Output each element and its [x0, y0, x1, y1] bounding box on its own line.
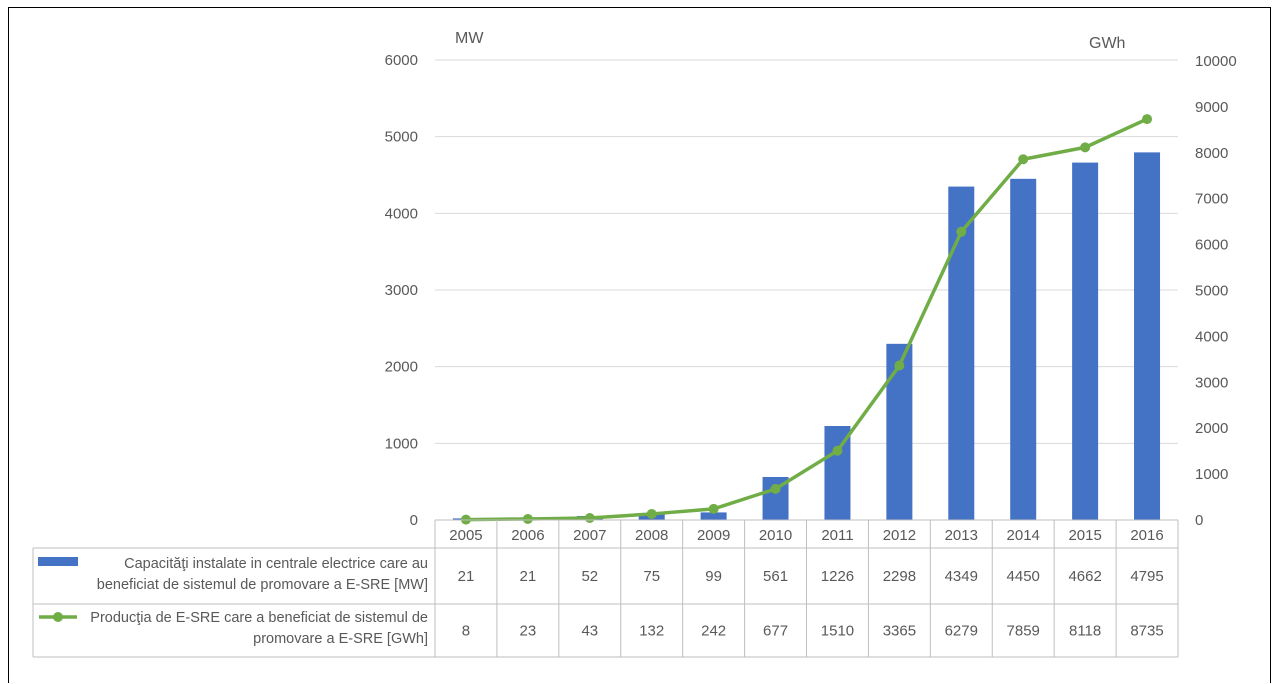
data-label: 4662: [1068, 568, 1101, 585]
bar: [700, 512, 727, 520]
data-label: 4450: [1007, 568, 1040, 585]
right-axis-tick-label: 9000: [1195, 99, 1228, 116]
right-axis-tick-label: 0: [1195, 512, 1203, 529]
data-label: 8: [462, 623, 470, 640]
left-axis-tick-label: 6000: [385, 52, 418, 69]
legend-key-marker: [53, 612, 63, 622]
legend-label: Capacităţi instalate in centrale electri…: [124, 556, 428, 572]
legend-label: beneficiat de sistemul de promovare a E-…: [97, 577, 428, 593]
series-line: [465, 117, 1148, 522]
line-point: [894, 360, 905, 371]
data-label: 8118: [1069, 623, 1101, 640]
data-label: 6279: [945, 623, 978, 640]
right-axis-tick-label: 6000: [1195, 237, 1228, 254]
x-axis-tick-label: 2014: [1007, 527, 1040, 544]
bar: [1010, 178, 1037, 521]
left-axis-tick-label: 5000: [385, 129, 418, 146]
left-axis-tick-label: 1000: [385, 435, 418, 452]
data-label: 4795: [1130, 568, 1163, 585]
data-label: 242: [701, 623, 726, 640]
line-point: [522, 513, 533, 524]
data-label: 561: [763, 568, 788, 585]
data-label: 2298: [883, 568, 916, 585]
line-series: [460, 114, 1153, 525]
right-axis-unit: GWh: [1089, 35, 1125, 52]
data-label: 3365: [883, 623, 916, 640]
x-axis-tick-label: 2012: [883, 527, 916, 544]
x-axis-tick-label: 2013: [945, 527, 978, 544]
line-point: [832, 445, 843, 456]
data-label: 1226: [821, 568, 854, 585]
x-axis-tick-label: 2007: [573, 527, 606, 544]
left-axis-tick-label: 3000: [385, 282, 418, 299]
line-point: [646, 508, 657, 519]
left-axis-tick-label: 0: [410, 512, 418, 529]
x-axis-tick-label: 2010: [759, 527, 792, 544]
data-label: 132: [639, 623, 664, 640]
data-label: 677: [763, 623, 788, 640]
gridlines: [435, 59, 1178, 521]
line-point: [1018, 154, 1029, 165]
x-axis-tick-label: 2016: [1130, 527, 1163, 544]
right-axis-tick-label: 7000: [1195, 191, 1228, 208]
line-point: [584, 513, 595, 524]
right-axis-tick-label: 4000: [1195, 328, 1228, 345]
bar: [886, 343, 913, 520]
data-label: 7859: [1007, 623, 1040, 640]
data-label: 23: [520, 623, 537, 640]
bar-series: [452, 152, 1161, 521]
bar: [948, 186, 975, 520]
x-axis-tick-label: 2008: [635, 527, 668, 544]
right-axis-tick-label: 2000: [1195, 420, 1228, 437]
legend-label: promovare a E-SRE [GWh]: [253, 631, 428, 647]
bar: [1072, 162, 1099, 520]
data-label: 52: [581, 568, 598, 585]
data-label: 21: [458, 568, 475, 585]
bar: [1134, 152, 1161, 520]
data-table: 2005 2006 2007 2008 2009 2010 2011 2012 2013 2014…: [32, 519, 1179, 658]
line-point: [1142, 114, 1153, 125]
x-axis-tick-label: 2005: [449, 527, 482, 544]
x-axis-tick-label: 2009: [697, 527, 730, 544]
x-axis-tick-label: 2015: [1068, 527, 1101, 544]
data-label: 43: [581, 623, 598, 640]
right-axis-tick-label: 8000: [1195, 145, 1228, 162]
chart-frame: [8, 7, 1271, 683]
data-label: 21: [520, 568, 537, 585]
line-point: [708, 503, 719, 514]
right-axis-tick-label: 5000: [1195, 283, 1228, 300]
legend-label: Producţia de E-SRE care a beneficiat de …: [90, 610, 428, 626]
right-axis-tick-label: 1000: [1195, 466, 1228, 483]
left-axis-tick-label: 4000: [385, 205, 418, 222]
data-label: 4349: [945, 568, 978, 585]
right-axis-tick-label: 10000: [1195, 53, 1237, 70]
axes: MW GWh 0 1000 2000 3000 4000 5000 6000 0 1000 200…: [385, 30, 1237, 529]
data-label: 75: [643, 568, 660, 585]
line-point: [956, 226, 967, 237]
data-label: 99: [705, 568, 722, 585]
left-axis-tick-label: 2000: [385, 359, 418, 376]
line-point: [770, 483, 781, 494]
x-axis-tick-label: 2011: [821, 527, 853, 544]
left-axis-unit: MW: [455, 30, 484, 47]
x-axis-tick-label: 2006: [511, 527, 544, 544]
line-point: [1080, 142, 1091, 153]
data-label: 1510: [821, 623, 854, 640]
right-axis-tick-label: 3000: [1195, 374, 1228, 391]
legend-key-bar: [38, 557, 78, 566]
data-label: 8735: [1130, 623, 1163, 640]
